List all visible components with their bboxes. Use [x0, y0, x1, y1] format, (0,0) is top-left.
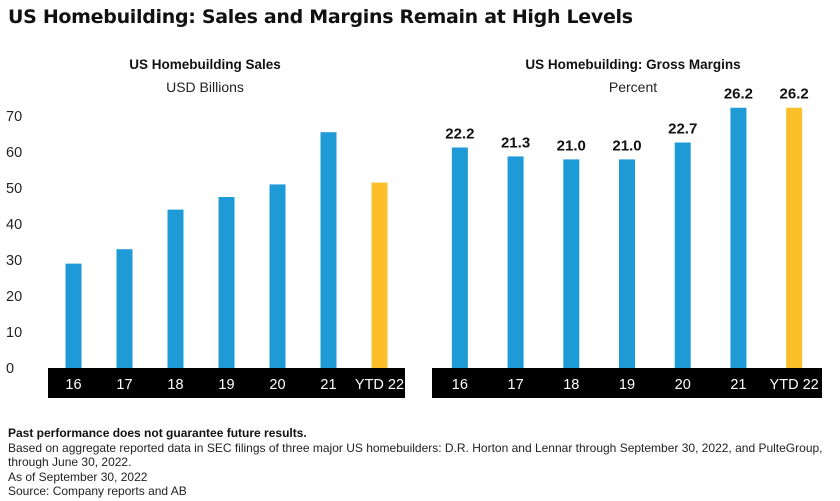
- bar-ytd-22: [371, 182, 388, 368]
- x-tick-label: YTD 22: [355, 377, 404, 393]
- bar-21: [320, 132, 337, 368]
- bar-18: [563, 159, 580, 368]
- y-tick-label: 40: [6, 217, 22, 233]
- margins-chart-subtitle: Percent: [608, 79, 658, 95]
- x-tick-label: 17: [508, 377, 524, 393]
- x-tick-label: 19: [619, 377, 635, 393]
- as-of-date: As of September 30, 2022: [8, 469, 148, 484]
- x-tick-label: 20: [675, 377, 691, 393]
- methodology-note: Based on aggregate reported data in SEC …: [8, 440, 823, 470]
- bar-19: [619, 159, 635, 368]
- x-axis-band: [48, 368, 405, 398]
- sales-chart: 0 10 20 30 40 50 60 70 16 17 18 19 20 21 YTD 22: [6, 109, 405, 398]
- data-label: 21.3: [501, 134, 530, 151]
- bar-16: [451, 147, 468, 368]
- data-label: 21.0: [557, 137, 586, 154]
- bar-20: [674, 142, 691, 368]
- data-label: 22.7: [668, 121, 697, 138]
- data-label: 26.2: [780, 86, 809, 103]
- bar-18: [167, 209, 184, 368]
- x-axis-band: [432, 368, 822, 398]
- main-title: US Homebuilding: Sales and Margins Remai…: [8, 6, 633, 28]
- x-tick-label: 19: [218, 377, 234, 393]
- y-tick-label: 60: [6, 145, 22, 161]
- x-tick-label: 18: [563, 377, 579, 393]
- x-tick-label: 18: [167, 377, 183, 393]
- margins-chart-panel: US Homebuilding: Gross Margins Percent 1…: [432, 52, 834, 412]
- disclaimer-text: Past performance does not guarantee futu…: [8, 426, 307, 440]
- x-tick-label: 16: [452, 377, 468, 393]
- bar-17: [116, 249, 133, 368]
- sales-chart-subtitle: USD Billions: [166, 79, 244, 95]
- data-label: 22.2: [445, 125, 474, 142]
- y-tick-label: 50: [6, 181, 22, 197]
- y-tick-label: 0: [6, 361, 14, 377]
- sales-chart-panel: US Homebuilding Sales USD Billions 0 10 20…: [0, 52, 410, 412]
- footnotes: Past performance does not guarantee futu…: [8, 426, 836, 499]
- y-tick-label: 10: [6, 325, 22, 341]
- bar-17: [507, 156, 524, 368]
- x-tick-label: 20: [269, 377, 285, 393]
- x-tick-label: 21: [320, 377, 336, 393]
- margins-chart-title: US Homebuilding: Gross Margins: [525, 57, 741, 72]
- bar-19: [218, 197, 235, 368]
- y-tick-label: 20: [6, 289, 22, 305]
- x-tick-label: 21: [730, 377, 746, 393]
- y-tick-label: 30: [6, 253, 22, 269]
- bar-16: [65, 263, 82, 368]
- data-label: 21.0: [612, 137, 641, 154]
- sales-chart-title: US Homebuilding Sales: [129, 57, 281, 72]
- bar-20: [269, 184, 286, 368]
- x-tick-label: YTD 22: [770, 377, 819, 393]
- bar-ytd-22: [786, 107, 803, 368]
- bar-21: [730, 107, 747, 368]
- source-note: Source: Company reports and AB: [8, 484, 187, 498]
- data-label: 26.2: [724, 86, 753, 103]
- margins-chart: 16 22.2 17 21.3 18 21.0 19 21.0 20 22.7 21 26.2 YTD …: [432, 86, 822, 398]
- x-tick-label: 16: [65, 377, 81, 393]
- x-tick-label: 17: [116, 377, 132, 393]
- y-tick-label: 70: [6, 109, 22, 125]
